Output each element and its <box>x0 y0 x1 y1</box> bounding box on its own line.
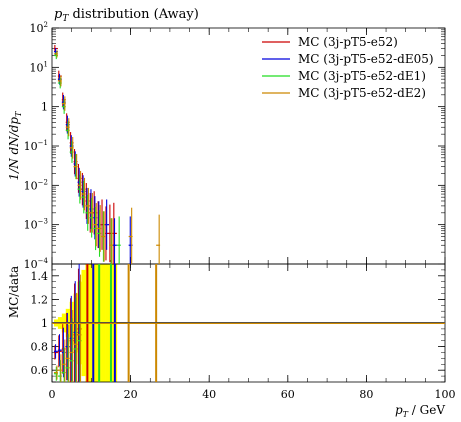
x-tick-label: 60 <box>281 388 295 401</box>
x-tick-label: 100 <box>435 388 456 401</box>
y-tick-label-base: 10 <box>24 258 38 271</box>
legend-label: MC (3j-pT5-e52-dE2) <box>298 86 426 100</box>
x-axis-label-base: p <box>395 403 403 417</box>
x-axis-label-sub: T <box>403 410 409 419</box>
y-tick-label-exp: −3 <box>38 218 48 226</box>
legend-label: MC (3j-pT5-e52) <box>298 35 398 49</box>
main-data-marks <box>53 44 161 264</box>
x-axis: 0 20 40 60 80 100 <box>49 28 456 401</box>
ratio-data-marks <box>52 264 445 382</box>
legend-label: MC (3j-pT5-e52-dE1) <box>298 69 426 83</box>
legend-label: MC (3j-pT5-e52-dE05) <box>298 52 434 66</box>
y-tick-label: 101 <box>30 60 48 74</box>
y-tick-label: 102 <box>30 21 48 35</box>
chart-title: pT distribution (Away) <box>54 7 199 24</box>
y-tick-label-exp: 1 <box>44 60 48 68</box>
main-y-label: 1/N dN/dpT <box>7 111 23 181</box>
main-y-label-sub: T <box>14 111 23 117</box>
ratio-y-tick-label: 1.2 <box>31 293 49 306</box>
y-tick-label: 10−4 <box>24 257 49 271</box>
chart-title-base: p <box>54 7 63 22</box>
main-y-label-text: 1/N dN/dp <box>7 117 21 181</box>
y-tick-label-base: 1 <box>41 101 48 114</box>
y-tick-label: 10−1 <box>24 139 48 153</box>
ratio-y-tick-label: 0.6 <box>31 364 49 377</box>
ratio-y-axis: 0.6 0.8 1 1.2 1.4 <box>31 263 445 383</box>
chart-title-rest: distribution (Away) <box>68 7 198 22</box>
y-tick-label-base: 10 <box>24 179 38 192</box>
y-tick-label-exp: 2 <box>44 21 48 29</box>
x-tick-label: 40 <box>202 388 216 401</box>
ratio-y-tick-label: 1.4 <box>31 270 49 283</box>
chart-title-sub: T <box>62 14 69 24</box>
y-tick-label-exp: −4 <box>38 257 49 265</box>
x-axis-label: pT / GeV <box>395 403 445 419</box>
x-tick-label: 80 <box>359 388 373 401</box>
legend: MC (3j-pT5-e52) MC (3j-pT5-e52-dE05) MC (3… <box>262 35 434 100</box>
x-tick-label: 0 <box>49 388 56 401</box>
ratio-y-label: MC/data <box>7 266 21 318</box>
x-tick-label: 20 <box>124 388 138 401</box>
ratio-y-tick-label: 0.8 <box>31 341 49 354</box>
y-tick-label-exp: −2 <box>38 178 48 186</box>
y-tick-label-base: 10 <box>30 61 44 74</box>
y-tick-label-base: 10 <box>30 22 44 35</box>
y-tick-label-exp: −1 <box>38 139 48 147</box>
y-tick-label: 10−2 <box>24 178 48 192</box>
y-tick-label-base: 10 <box>24 219 38 232</box>
ratio-y-tick-label: 1 <box>41 317 48 330</box>
y-tick-label-base: 10 <box>24 140 38 153</box>
y-tick-label: 10−3 <box>24 218 48 232</box>
x-axis-label-rest: / GeV <box>408 403 445 417</box>
y-tick-label: 1 <box>41 101 48 114</box>
